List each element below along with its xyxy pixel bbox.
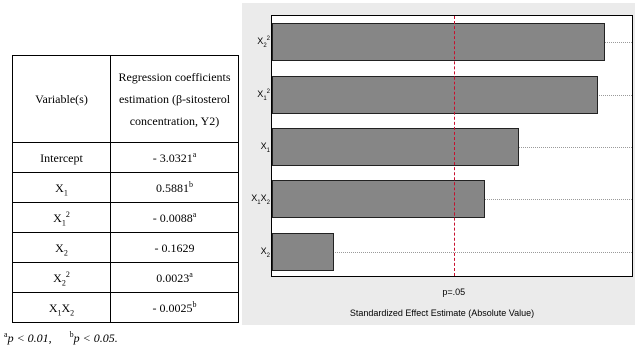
plot-area — [271, 15, 633, 277]
cell-value: - 0.1629 — [110, 232, 239, 263]
cell-variable: X1 — [12, 172, 111, 203]
x-axis-title: Standardized Effect Estimate (Absolute V… — [349, 308, 535, 318]
bar — [272, 23, 605, 62]
table-row: X2 - 0.1629 — [12, 232, 239, 263]
table-row: X22 0.0023a — [12, 262, 239, 293]
significance-line — [453, 16, 455, 276]
category-label: X12 — [257, 88, 270, 102]
footnote-mark-b: b — [69, 330, 74, 339]
header-coefficient: Regression coefficients estimation (β-si… — [110, 55, 239, 143]
table-row: X1X2 - 0.0025b — [12, 292, 239, 323]
cell-variable: X1X2 — [12, 292, 111, 323]
cell-value: - 0.0025b — [110, 292, 239, 323]
cell-value: 0.0023a — [110, 262, 239, 293]
cell-variable: Intercept — [12, 142, 111, 173]
footnote-text-b: p < 0.05. — [73, 331, 118, 345]
bar — [272, 128, 519, 166]
category-label: X22 — [257, 36, 270, 49]
table-footnote: ap < 0.01, bp < 0.05. — [4, 331, 118, 346]
header-variable: Variable(s) — [12, 55, 111, 143]
cell-variable: X12 — [12, 202, 111, 233]
table-row: X12 - 0.0088a — [12, 202, 239, 233]
footnote-text-a: p < 0.01, — [7, 331, 52, 345]
bar — [272, 232, 334, 271]
gridline — [272, 251, 632, 253]
cell-value: - 0.0088a — [110, 202, 239, 233]
table-header-row: Variable(s) Regression coefficients esti… — [12, 55, 239, 143]
category-label: X2 — [260, 245, 270, 259]
table-row: Intercept - 3.0321a — [12, 142, 239, 173]
reference-line-label: p=.05 — [442, 287, 466, 297]
bar — [272, 75, 598, 114]
category-label: X1X2 — [251, 193, 270, 207]
cell-variable: X22 — [12, 262, 111, 293]
cell-variable: X2 — [12, 232, 111, 263]
cell-value: - 3.0321a — [110, 142, 239, 173]
footnote-mark-a: a — [4, 330, 8, 339]
pareto-chart: p=.05 Standardized Effect Estimate (Abso… — [242, 3, 635, 325]
cell-value: 0.5881b — [110, 172, 239, 203]
table-row: X1 0.5881b — [12, 172, 239, 203]
bar — [272, 180, 485, 219]
regression-table: Variable(s) Regression coefficients esti… — [12, 55, 239, 323]
category-label: X1 — [260, 141, 270, 154]
